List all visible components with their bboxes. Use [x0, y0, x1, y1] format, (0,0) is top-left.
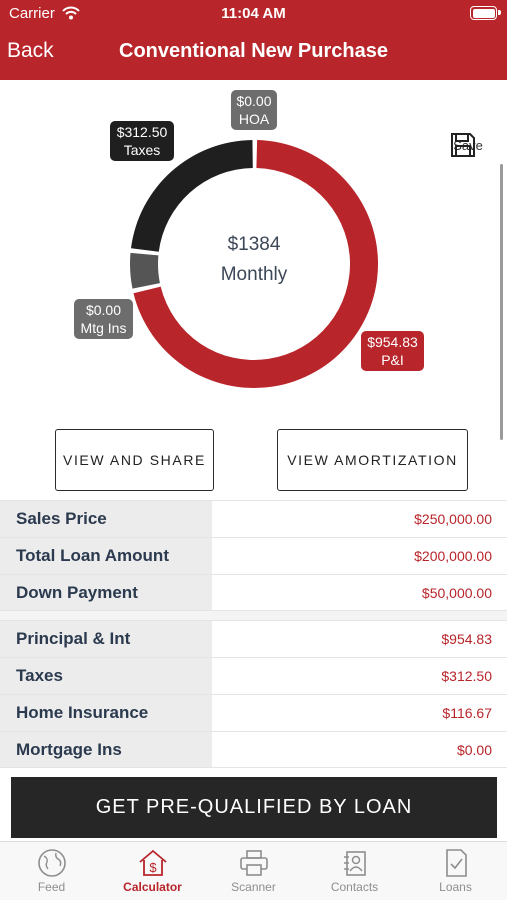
row-value: $200,000.00	[414, 548, 492, 564]
mtg-ins-value: $0.00	[85, 302, 122, 318]
monthly-label: Monthly	[220, 264, 288, 285]
row-label: Sales Price	[0, 501, 212, 537]
row-label: Home Insurance	[0, 695, 212, 731]
battery-icon	[470, 6, 501, 20]
app-header: Carrier 11:04 AM Back Conventional New P…	[0, 0, 507, 80]
row-value: $50,000.00	[421, 585, 492, 601]
tab-calculator[interactable]: $ Calculator	[102, 842, 203, 900]
taxes-value: $312.50	[116, 124, 168, 140]
hoa-value: $0.00	[236, 93, 272, 109]
tab-scanner[interactable]: Scanner	[203, 842, 304, 900]
wifi-icon	[62, 6, 80, 20]
donut-svg	[130, 140, 378, 388]
monthly-total: $1384	[227, 234, 281, 255]
section-divider	[0, 610, 507, 620]
globe-icon	[37, 849, 66, 877]
view-amortization-button[interactable]: VIEW AMORTIZATION	[277, 429, 468, 491]
row-value: $954.83	[441, 631, 492, 647]
tab-feed[interactable]: Feed	[1, 842, 102, 900]
row-value: $312.50	[441, 668, 492, 684]
view-and-share-button[interactable]: VIEW AND SHARE	[55, 429, 214, 491]
house-dollar-icon: $	[138, 849, 167, 876]
printer-icon	[239, 850, 268, 876]
row-value: $250,000.00	[414, 511, 492, 527]
hoa-label: HOA	[238, 111, 270, 127]
tab-label: Feed	[37, 880, 66, 894]
get-prequalified-button[interactable]: GET PRE-QUALIFIED BY LOAN	[11, 777, 497, 838]
tab-label: Scanner	[231, 880, 276, 894]
row-label: Mortgage Ins	[0, 732, 212, 767]
document-check-icon	[445, 849, 467, 877]
status-time: 11:04 AM	[221, 5, 286, 22]
row-value: $116.67	[442, 705, 492, 721]
pi-value: $954.83	[367, 334, 418, 350]
row-label: Down Payment	[0, 575, 212, 611]
scrollbar[interactable]	[500, 164, 503, 440]
tab-contacts[interactable]: Contacts	[304, 842, 405, 900]
carrier-label: Carrier	[9, 5, 55, 22]
mtg-ins-callout: $0.00 Mtg Ins	[74, 299, 133, 339]
row-label: Taxes	[0, 658, 212, 694]
page-title: Conventional New Purchase	[119, 40, 388, 62]
tab-label: Calculator	[123, 880, 182, 894]
table-row: Mortgage Ins $0.00	[0, 731, 507, 768]
row-value: $0.00	[456, 741, 492, 758]
table-row: Down Payment $50,000.00	[0, 574, 507, 611]
row-label: Total Loan Amount	[0, 538, 212, 574]
table-row: Home Insurance $116.67	[0, 694, 507, 731]
mtg-ins-label: Mtg Ins	[80, 320, 127, 336]
row-label: Principal & Int	[0, 621, 212, 657]
svg-text:$: $	[149, 860, 157, 875]
table-row: Principal & Int $954.83	[0, 620, 507, 657]
contacts-icon	[343, 851, 366, 876]
save-button[interactable]: Save	[450, 132, 486, 157]
hoa-callout: $0.00 HOA	[231, 90, 277, 130]
table-row: Total Loan Amount $200,000.00	[0, 537, 507, 574]
donut-slice-taxes	[131, 140, 253, 252]
taxes-label: Taxes	[123, 142, 161, 158]
pi-callout: $954.83 P&I	[361, 331, 424, 371]
payment-donut-chart: $1384 Monthly $0.00 HOA $312.50 Taxes $0…	[0, 80, 507, 440]
table-row: Sales Price $250,000.00	[0, 500, 507, 537]
tab-bar: Feed $ Calculator Scanner Contacts Lo	[0, 841, 507, 900]
tab-label: Loans	[439, 880, 472, 894]
back-button[interactable]: Back	[7, 39, 54, 62]
taxes-callout: $312.50 Taxes	[110, 121, 174, 161]
tab-loans[interactable]: Loans	[405, 842, 506, 900]
status-bar: Carrier 11:04 AM	[0, 0, 507, 28]
pi-label: P&I	[381, 352, 404, 368]
table-row: Taxes $312.50	[0, 657, 507, 694]
tab-label: Contacts	[330, 880, 379, 894]
floppy-disk-icon	[451, 133, 475, 157]
donut-slice-mtg-ins	[130, 252, 160, 289]
